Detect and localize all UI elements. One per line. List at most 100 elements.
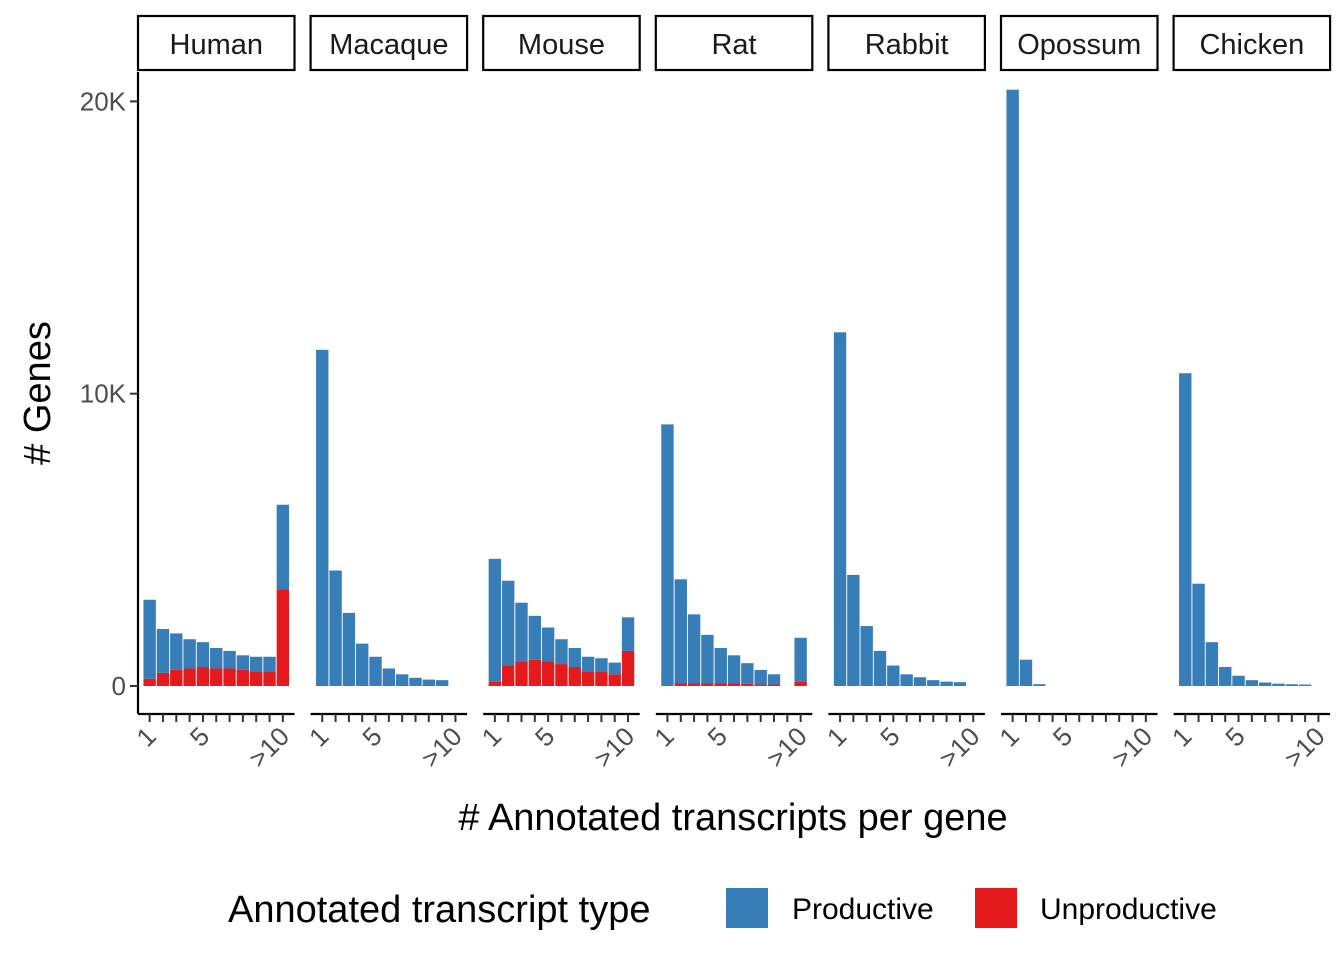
bar-productive [276,504,290,590]
bar-productive [1006,89,1019,686]
y-axis-title: # Genes [17,321,59,465]
x-tick-label: 1 [1166,721,1197,752]
bar-productive [329,570,342,686]
facet-strip-label: Mouse [518,29,605,61]
y-tick-label: 10K [80,379,127,409]
facet-strip [999,14,1159,72]
bar-productive [356,643,369,686]
facet-panel-human: Human 1 5 >10 [130,14,296,773]
bar-productive [541,627,555,662]
legend-swatch-unproductive [975,888,1017,928]
y-axis: 0 10K 20K [80,72,140,714]
facet-panel-mouse: Mouse 1 5 >10 [476,14,641,773]
x-tick-label: 5 [1047,721,1078,752]
x-tick-label: 1 [476,721,507,752]
bar-unproductive [621,650,635,686]
bar-unproductive [170,669,183,686]
bar-unproductive [223,668,236,686]
x-tick-label: 1 [303,721,334,752]
bar-unproductive [581,671,595,686]
x-tick-label: >10 [1278,721,1330,773]
bar-productive [568,648,581,667]
bar-productive [1272,683,1285,686]
bar-productive [369,656,382,686]
bar-productive [1285,684,1298,686]
bar-unproductive [515,661,528,686]
facet-strip [827,14,987,72]
x-tick-label: 1 [130,721,161,752]
x-tick-label: >10 [243,721,295,773]
bar-productive [741,663,754,684]
bar-productive [435,680,449,686]
bar-productive [196,642,210,667]
bar-productive [953,682,967,686]
facet-strip-label: Chicken [1199,29,1304,61]
bar-productive [887,665,900,686]
bar-productive [794,637,807,682]
bar-productive [754,669,767,685]
bar-unproductive [674,683,687,686]
bar-productive [940,681,953,686]
bar-productive [555,639,568,665]
y-tick-label: 20K [80,86,127,116]
legend-label-unproductive: Unproductive [1040,893,1217,926]
bar-productive [847,574,860,686]
bar-productive [170,633,183,670]
bar-unproductive [156,672,170,686]
bar-unproductive [568,667,581,686]
bar-productive [382,668,396,686]
bar-productive [210,648,223,669]
facet-panel-rat: Rat 1 5 >10 [648,14,814,773]
bar-unproductive [595,671,608,686]
bar-unproductive [183,668,196,686]
bar-productive [1033,684,1046,686]
legend-title: Annotated transcript type [228,889,650,931]
bar-unproductive [555,664,568,686]
x-tick-label: 1 [648,721,679,752]
y-tick-label: 0 [112,671,126,701]
x-tick-label: 5 [356,721,387,752]
facet-strip [482,14,641,72]
bar-unproductive [767,684,781,686]
bar-unproductive [196,667,210,686]
bar-productive [1179,373,1192,686]
bar-productive [701,634,714,684]
facet-panel-rabbit: Rabbit 1 5 >10 [821,14,987,773]
bar-productive [581,656,595,672]
bar-unproductive [687,683,701,686]
bar-productive [515,602,528,662]
bar-productive [143,599,156,679]
facet-strip [136,14,296,72]
legend-label-productive: Productive [792,893,934,926]
x-tick-label: >10 [415,721,467,773]
bar-productive [1192,583,1205,686]
bar-productive [263,656,276,672]
bar-productive [250,656,263,672]
bar-unproductive [210,668,223,686]
x-tick-label: 5 [874,721,905,752]
x-tick-label: >10 [1106,721,1158,773]
x-axis-title: # Annotated transcripts per gene [458,797,1007,839]
bar-productive [342,612,356,686]
bar-unproductive [727,683,741,686]
bar-productive [900,674,913,686]
x-tick-label: 1 [993,721,1024,752]
facet-strip-label: Human [170,29,264,61]
bar-productive [156,629,170,673]
bar-productive [1245,680,1259,686]
bar-productive [1205,642,1219,686]
bar-productive [316,349,329,686]
bar-productive [1258,682,1272,686]
facet-strip-label: Macaque [329,29,448,61]
facet-strip-label: Rabbit [865,29,949,61]
bar-productive [488,558,502,682]
legend: Annotated transcript type Productive Unp… [228,888,1217,931]
bar-productive [409,677,422,686]
bar-unproductive [250,671,263,686]
x-tick-label: 5 [1219,721,1250,752]
facet-strip [654,14,814,72]
bar-unproductive [741,683,754,686]
x-tick-label: 1 [821,721,852,752]
bar-unproductive [501,665,515,686]
bar-unproductive [794,681,807,686]
